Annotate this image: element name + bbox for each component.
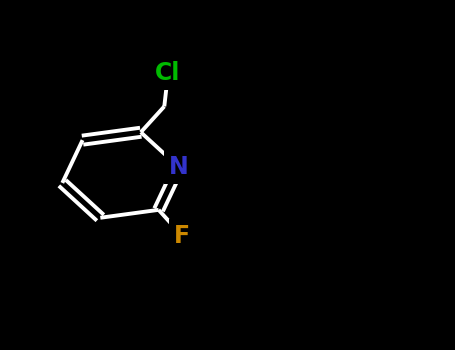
Text: N: N <box>169 155 189 179</box>
Text: Cl: Cl <box>155 61 181 85</box>
Text: Cl: Cl <box>152 59 184 87</box>
Text: F: F <box>174 224 190 248</box>
Text: N: N <box>167 153 191 181</box>
Text: F: F <box>172 222 192 250</box>
